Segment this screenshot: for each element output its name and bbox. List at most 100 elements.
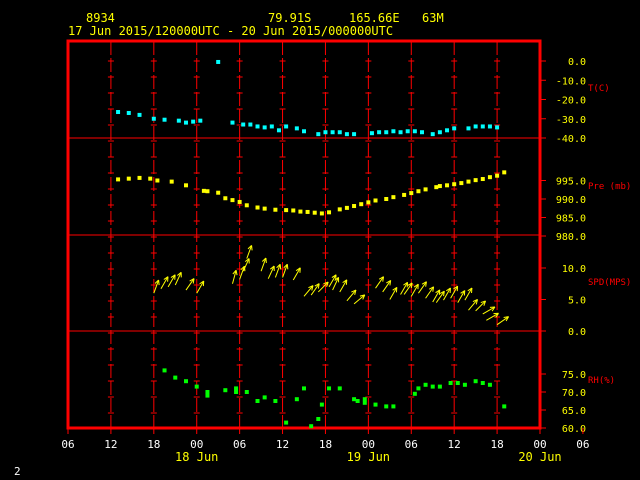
pressure-point [116, 177, 121, 182]
wind-arrow-head [491, 306, 496, 312]
humidity-point [255, 399, 260, 403]
pressure-point [373, 198, 378, 203]
temperature-point [151, 116, 156, 121]
wind-arrow-head [235, 270, 238, 276]
x-tick-label: 06 [233, 438, 246, 451]
humidity-point [319, 402, 324, 407]
wind-arrow-head [503, 316, 509, 318]
humidity-point [244, 390, 249, 394]
plot-frame [66, 39, 542, 430]
pressure-point [262, 206, 267, 211]
wind-arrow-head [232, 269, 237, 275]
temperature-point [445, 128, 450, 133]
wind-arrow-head [453, 285, 458, 290]
temperature-point [495, 125, 500, 130]
wind-arrow-head [505, 316, 509, 322]
wind-arrow-shaft [457, 290, 466, 303]
x-tick-label: 12 [448, 438, 461, 451]
pressure-point [487, 175, 492, 180]
temperature-point [255, 124, 260, 129]
wind-arrow-shaft [468, 299, 478, 311]
temperature-point [294, 126, 299, 131]
y-tick-label: 60.0 [562, 424, 586, 435]
station-id: 8934 [86, 11, 115, 25]
wind-arrow [267, 265, 275, 279]
wind-arrow-head [199, 280, 205, 285]
temperature-point [184, 120, 188, 125]
x-tick-label: 06 [405, 438, 418, 451]
humidity-point [384, 404, 389, 409]
temperature-point [230, 120, 235, 125]
x-date-label: 18 Jun [175, 450, 218, 464]
temperature-point [316, 132, 321, 137]
pressure-point [352, 204, 357, 209]
pressure-point [434, 185, 439, 190]
temperature-point [337, 130, 342, 135]
wind-arrow [432, 289, 441, 303]
wind-arrow-shaft [167, 274, 176, 288]
wind-arrow-head [480, 300, 486, 304]
pressure-point [344, 205, 349, 210]
humidity-point [273, 399, 278, 403]
wind-arrow-shaft [317, 281, 329, 293]
humidity-point [423, 382, 428, 387]
wind-arrow-head [326, 281, 329, 287]
pressure-point [502, 170, 507, 175]
longitude: 165.66E [349, 11, 400, 25]
humidity-point [412, 391, 417, 396]
wind-arrow [403, 282, 413, 295]
panel-label-humidity: RH(%) [588, 376, 615, 386]
wind-arrow-head [439, 290, 445, 295]
wind-arrow-head [189, 278, 195, 282]
wind-arrow-shaft [475, 300, 486, 312]
humidity-point [473, 379, 478, 384]
wind-arrow-head [192, 278, 195, 284]
x-tick-label: 12 [276, 438, 289, 451]
temperature-point [126, 110, 131, 115]
humidity-point [284, 420, 289, 425]
wind-arrow-head [435, 289, 441, 294]
temperature-point [191, 119, 196, 124]
humidity-point [302, 386, 306, 391]
humidity-point [373, 402, 378, 407]
pressure-point [291, 208, 296, 213]
wind-arrow-shaft [310, 283, 320, 296]
temperature-point [176, 118, 181, 123]
wind-arrow-shaft [282, 264, 288, 278]
pressure-point [337, 207, 342, 212]
wind-arrow [375, 276, 385, 289]
wind-arrow-head [314, 283, 320, 287]
pressure-point [216, 190, 221, 195]
humidity-point [223, 388, 228, 393]
wind-arrow [425, 286, 435, 299]
wind-arrow [353, 294, 366, 305]
humidity-point [502, 404, 507, 409]
wind-arrow-shaft [292, 267, 301, 281]
wind-arrow-shaft [425, 286, 435, 299]
wind-arrow-head [317, 283, 320, 289]
pressure-point [237, 199, 242, 204]
x-tick-label: 00 [533, 438, 546, 451]
wind-arrow-head [295, 267, 301, 272]
wind-arrow [410, 283, 419, 297]
elevation: 63M [422, 11, 444, 25]
wind-arrow [464, 287, 473, 301]
wind-arrow-head [413, 283, 419, 288]
temperature-point [480, 124, 485, 129]
temperature-point [116, 110, 121, 115]
humidity-point [262, 395, 267, 400]
wind-arrow-head [279, 264, 282, 270]
wind-arrow [282, 263, 289, 278]
pressure-point [284, 208, 289, 213]
wind-arrow [174, 271, 182, 286]
wind-arrow-shaft [274, 264, 281, 278]
humidity-point [205, 390, 210, 394]
y-tick-label: 70.0 [562, 388, 586, 399]
y-tick-label: 5.0 [568, 296, 586, 307]
wind-arrow [153, 279, 160, 294]
y-tick-label: -20.0 [556, 96, 586, 107]
temperature-point [377, 130, 382, 135]
humidity-point [327, 386, 332, 391]
pressure-point [423, 187, 428, 192]
wind-arrow-head [308, 285, 314, 289]
